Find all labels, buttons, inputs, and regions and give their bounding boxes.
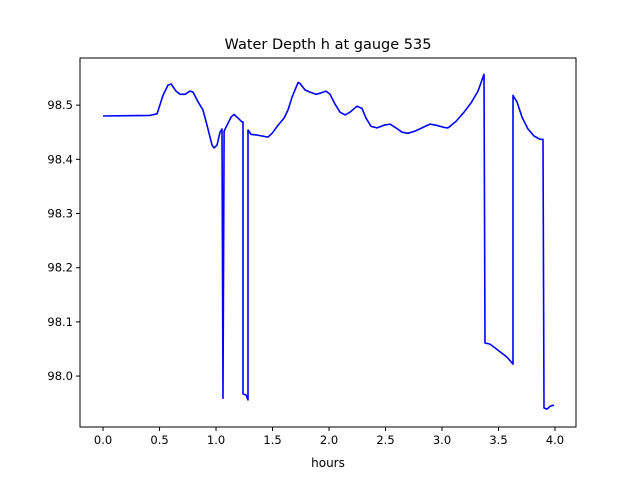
y-tick-label: 98.5 bbox=[47, 98, 73, 112]
x-tick-label: 0.5 bbox=[150, 433, 168, 447]
y-tick-label: 98.0 bbox=[47, 369, 73, 383]
y-tick-label: 98.3 bbox=[47, 207, 73, 221]
plot-frame bbox=[79, 57, 577, 428]
y-tick-label: 98.1 bbox=[47, 315, 73, 329]
y-tick-label: 98.2 bbox=[47, 261, 73, 275]
x-axis-ticks: 0.0 0.5 1.0 1.5 2.0 2.5 3.0 3.5 4.0 bbox=[94, 427, 564, 447]
x-tick-label: 3.5 bbox=[489, 433, 507, 447]
x-tick-label: 2.0 bbox=[320, 433, 338, 447]
chart-title: Water Depth h at gauge 535 bbox=[225, 37, 432, 53]
series-line-h bbox=[102, 73, 554, 410]
x-tick-label: 3.0 bbox=[433, 433, 451, 447]
x-tick-label: 0.0 bbox=[94, 433, 112, 447]
y-tick-label: 98.4 bbox=[47, 152, 73, 166]
x-tick-label: 2.5 bbox=[376, 433, 394, 447]
x-tick-label: 1.5 bbox=[263, 433, 281, 447]
x-axis-label: hours bbox=[311, 456, 345, 470]
y-axis-ticks: 98.0 98.1 98.2 98.3 98.4 98.5 bbox=[47, 98, 80, 383]
x-tick-label: 1.0 bbox=[207, 433, 225, 447]
x-tick-label: 4.0 bbox=[546, 433, 564, 447]
